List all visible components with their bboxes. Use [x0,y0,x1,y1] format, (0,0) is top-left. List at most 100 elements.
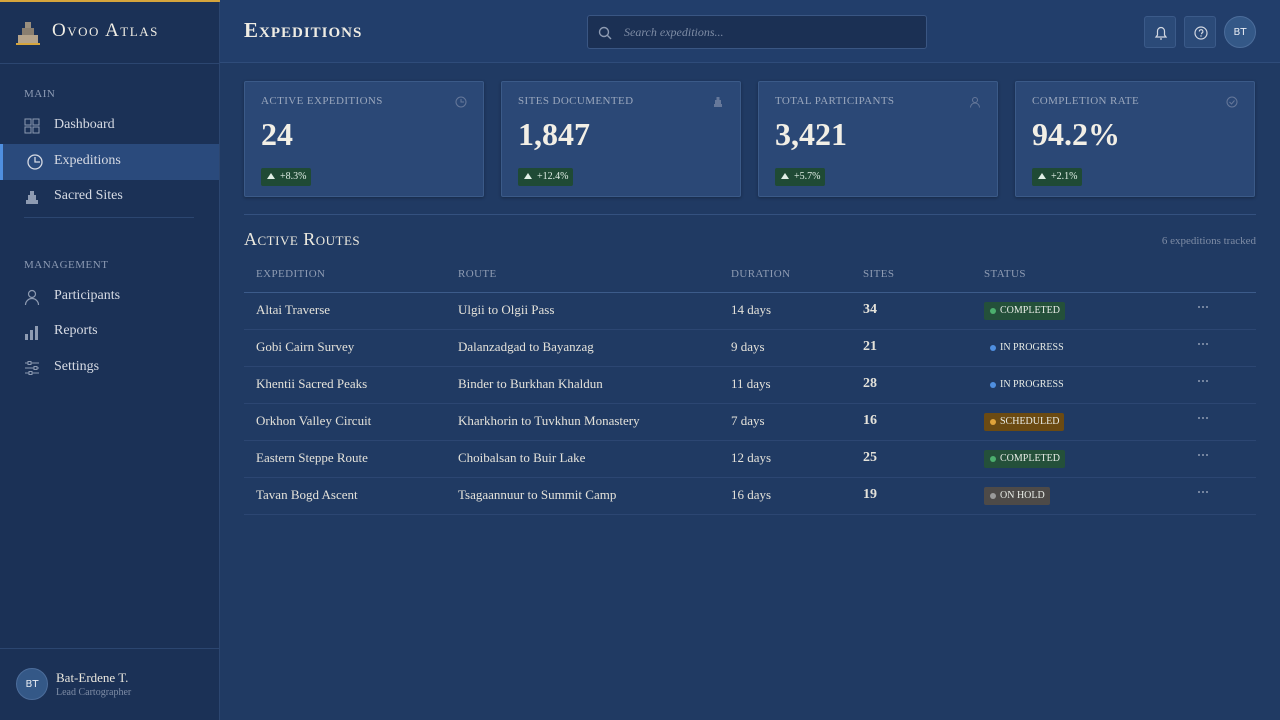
user-avatar[interactable]: BT [16,668,48,700]
brand-logo [16,22,40,45]
cell-route: Dalanzadgad to Bayanzag [458,339,594,354]
stat-card: SITES DOCUMENTED 1,847 +12.4% [501,81,741,197]
cell-expedition: Eastern Steppe Route [256,450,368,465]
stat-change: +8.3% [261,168,312,186]
cell-duration: 14 days [731,302,772,317]
status-dot [990,308,996,314]
cell-expedition: Khentii Sacred Peaks [256,376,368,391]
column-header: STATUS [984,268,1026,280]
status-badge: COMPLETED [984,450,1065,468]
search-icon [598,26,612,40]
stat-card: ACTIVE EXPEDITIONS 24 +8.3% [244,81,484,197]
nav-icon [24,289,40,305]
row-menu[interactable] [1197,373,1209,389]
nav-item[interactable]: Settings [0,350,219,386]
cell-duration: 11 days [731,376,771,391]
row-menu[interactable] [1197,447,1209,463]
bell-icon [1154,26,1168,40]
header-avatar[interactable]: BT [1224,16,1256,48]
cell-route: Tsagaannuur to Summit Camp [458,487,617,502]
row-divider [244,366,1256,367]
status-dot [990,382,996,388]
cell-duration: 16 days [731,487,772,502]
cell-duration: 7 days [731,413,765,428]
sidebar: Ovoo Atlas MAIN Dashboard Expeditions Sacre… [0,0,220,720]
ellipsis-icon [1198,454,1208,456]
cell-sites: 28 [863,376,877,391]
search-box[interactable]: Search expeditions... [587,15,927,49]
status-badge: COMPLETED [984,302,1065,320]
stat-change: +12.4% [518,168,574,186]
status-dot [990,493,996,499]
help-icon [1194,26,1208,40]
user-role: Lead Cartographer [56,687,132,698]
row-divider [244,403,1256,404]
nav-label: Settings [54,358,100,374]
row-menu[interactable] [1197,336,1209,352]
status-dot [990,419,996,425]
cell-sites: 16 [863,413,877,428]
row-divider [244,477,1256,478]
stat-label: SITES DOCUMENTED [518,95,634,107]
table-title: Active Routes [244,229,361,249]
divider [0,63,219,64]
cell-sites: 21 [863,339,877,354]
notifications-button[interactable] [1144,16,1176,48]
brand-name: Ovoo Atlas [52,20,159,41]
cell-sites: 25 [863,450,877,465]
status-badge: IN PROGRESS [984,376,1069,394]
stat-change: +5.7% [775,168,826,186]
stat-label: TOTAL PARTICIPANTS [775,95,895,107]
stat-value: 94.2% [1032,116,1120,152]
column-header: EXPEDITION [256,268,326,280]
nav-item[interactable]: Sacred Sites [0,179,219,215]
row-menu[interactable] [1197,299,1209,315]
stat-icon [1226,96,1238,108]
ellipsis-icon [1198,380,1208,382]
row-menu[interactable] [1197,410,1209,426]
cell-route: Kharkhorin to Tuvkhun Monastery [458,413,640,428]
nav-icon [25,360,39,375]
nav-item[interactable]: Reports [0,314,219,350]
stat-icon [714,97,722,107]
nav-item[interactable]: Participants [0,279,219,315]
stat-card: COMPLETION RATE 94.2% +2.1% [1015,81,1255,197]
stat-icon [970,97,980,108]
section-label: MANAGEMENT [24,258,109,271]
column-header: SITES [863,268,895,280]
section-label: MAIN [24,88,56,100]
cell-expedition: Tavan Bogd Ascent [256,487,358,502]
table-note: 6 expeditions tracked [1161,235,1256,247]
cell-duration: 9 days [731,339,765,354]
divider [244,292,1256,293]
nav-item[interactable]: Expeditions [0,143,219,180]
status-badge: ON HOLD [984,487,1050,505]
cell-duration: 12 days [731,450,772,465]
row-divider [244,514,1256,515]
row-divider [244,329,1256,330]
cell-sites: 34 [863,302,877,317]
divider [24,216,194,218]
main: Expeditions Search expeditions... BT ACT… [220,0,1280,720]
ellipsis-icon [1198,306,1208,308]
accent-bar [0,0,220,2]
status-dot [990,345,996,351]
stat-label: ACTIVE EXPEDITIONS [261,95,383,107]
stat-change: +2.1% [1032,168,1083,186]
nav-label: Expeditions [54,152,121,168]
nav-item[interactable]: Dashboard [0,108,219,144]
divider [244,214,1256,215]
stat-value: 3,421 [775,116,847,152]
row-menu[interactable] [1197,484,1209,500]
help-button[interactable] [1184,16,1216,48]
cell-route: Choibalsan to Buir Lake [458,450,586,465]
ellipsis-icon [1198,343,1208,345]
status-badge: SCHEDULED [984,413,1065,431]
stat-value: 24 [261,116,293,152]
user-name: Bat-Erdene T. [56,670,129,685]
column-header: ROUTE [458,268,497,280]
cell-expedition: Altai Traverse [256,302,331,317]
cell-route: Binder to Burkhan Khaldun [458,376,603,391]
